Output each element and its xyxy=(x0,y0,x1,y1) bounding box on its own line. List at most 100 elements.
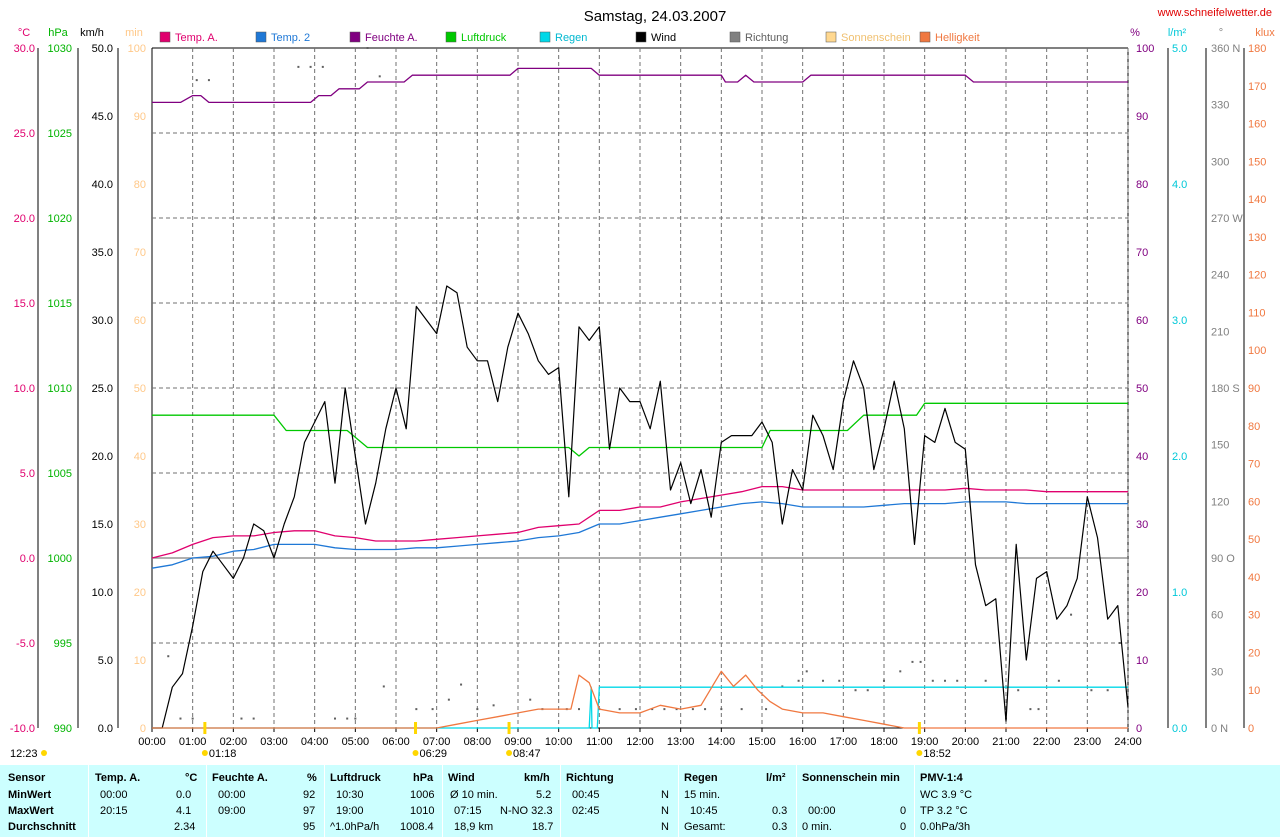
legend-swatch xyxy=(349,31,361,43)
wind-axis-tick-label: 35.0 xyxy=(92,247,113,259)
wind-header: Wind xyxy=(448,772,475,784)
x-tick-label: 04:00 xyxy=(301,736,329,748)
wind-max-time: 07:15 xyxy=(454,805,482,817)
direction-axis-tick-label: 240 xyxy=(1211,270,1229,282)
pressure-unit: hPa xyxy=(48,27,68,39)
sun-icon xyxy=(41,750,47,756)
x-tick-label: 23:00 xyxy=(1074,736,1102,748)
direction-point xyxy=(651,708,654,711)
wind-axis-tick-label: 40.0 xyxy=(92,179,113,191)
row-label-avg: Durchschnitt xyxy=(8,821,76,833)
x-tick-label: 13:00 xyxy=(667,736,695,748)
legend-swatch xyxy=(539,31,551,43)
direction-point xyxy=(1017,689,1020,692)
direction-axis-tick-label: 150 xyxy=(1211,440,1229,452)
temp-axis-tick-label: 0.0 xyxy=(20,553,35,565)
direction-point xyxy=(240,717,243,720)
stats-divider xyxy=(442,765,443,837)
legend-label: Temp. 2 xyxy=(271,32,310,44)
direction-point xyxy=(866,689,869,692)
legend-label: Feuchte A. xyxy=(365,32,418,44)
temp-min-time: 00:00 xyxy=(100,789,128,801)
direction-point xyxy=(765,708,768,711)
direction-point xyxy=(618,708,621,711)
pmv-pressure-trend: 0.0hPa/3h xyxy=(920,821,971,833)
temp-axis-tick-label: 20.0 xyxy=(14,213,35,225)
direction-axis-tick-label: 0 N xyxy=(1211,723,1228,735)
direction-axis-tick-label: 60 xyxy=(1211,610,1223,622)
humidity-axis-tick-label: 50 xyxy=(1136,383,1148,395)
humidity-avg-value: 95 xyxy=(303,821,316,833)
direction-point xyxy=(740,708,743,711)
direction-point xyxy=(529,698,532,701)
direction-point xyxy=(195,79,198,82)
light-axis-tick-label: 60 xyxy=(1248,496,1260,508)
stats-divider xyxy=(678,765,679,837)
legend-swatch xyxy=(445,31,457,43)
weather-chart: Samstag, 24.03.2007 www.schneifelwetter.… xyxy=(10,7,1275,760)
minutes-unit: min xyxy=(125,27,143,39)
light-axis-tick-label: 30 xyxy=(1248,610,1260,622)
direction-axis-tick-label: 270 W xyxy=(1211,213,1243,225)
temp-unit-label: °C xyxy=(185,772,198,784)
rain-axis-tick-label: 4.0 xyxy=(1172,179,1187,191)
x-tick-label: 05:00 xyxy=(342,736,370,748)
light-axis-tick-label: 20 xyxy=(1248,647,1260,659)
stats-divider xyxy=(206,765,207,837)
legend-label: Helligkeit xyxy=(935,32,980,44)
direction-point xyxy=(492,704,495,707)
rain-max-value: 0.3 xyxy=(772,805,788,817)
legend-swatch xyxy=(919,31,931,43)
direction-avg-value: N xyxy=(661,821,669,833)
temp-axis-tick-label: 10.0 xyxy=(14,383,35,395)
legend-label: Sonnenschein xyxy=(841,32,911,44)
humidity-axis-tick-label: 40 xyxy=(1136,451,1148,463)
rain-axis-tick-label: 2.0 xyxy=(1172,451,1187,463)
light-axis-tick-label: 180 xyxy=(1248,43,1266,55)
direction-point xyxy=(578,708,580,711)
direction-point xyxy=(334,717,336,720)
light-axis-tick-label: 170 xyxy=(1248,81,1266,93)
sensor-header: Sensor xyxy=(8,772,46,784)
humidity-min-value: 92 xyxy=(303,789,316,801)
minutes-axis-tick-label: 50 xyxy=(134,383,146,395)
direction-unit: ° xyxy=(1219,27,1223,39)
sun-icon xyxy=(916,750,923,756)
wind-distance: 18,9 km xyxy=(454,821,494,833)
light-axis-tick-label: 80 xyxy=(1248,421,1260,433)
x-tick-label: 16:00 xyxy=(789,736,817,748)
light-axis-tick-label: 130 xyxy=(1248,232,1266,244)
direction-point xyxy=(167,655,170,658)
direction-point xyxy=(956,679,959,682)
chart-title: Samstag, 24.03.2007 xyxy=(584,8,727,25)
x-tick-label: 10:00 xyxy=(545,736,573,748)
direction-axis-tick-label: 360 N xyxy=(1211,43,1240,55)
pressure-axis-tick-label: 1020 xyxy=(48,213,72,225)
humidity-axis-tick-label: 0 xyxy=(1136,723,1142,735)
temp-avg-value: 2.34 xyxy=(174,821,196,833)
legend-label: Regen xyxy=(555,32,587,44)
humidity-max-time: 09:00 xyxy=(218,805,246,817)
direction-point xyxy=(1037,708,1040,711)
wind-axis-tick-label: 25.0 xyxy=(92,383,113,395)
direction-point xyxy=(366,47,369,49)
row-label-min: MinWert xyxy=(8,789,52,801)
x-tick-label: 12:00 xyxy=(626,736,654,748)
x-tick-label: 17:00 xyxy=(830,736,858,748)
series-temp-2 xyxy=(151,501,1128,569)
direction-point xyxy=(191,717,194,720)
site-link[interactable]: www.schneifelwetter.de xyxy=(1157,7,1272,19)
direction-point xyxy=(321,65,324,68)
rain-axis-tick-label: 0.0 xyxy=(1172,723,1187,735)
temp-axis-tick-label: 15.0 xyxy=(14,298,35,310)
humidity-axis-tick-label: 90 xyxy=(1136,111,1148,123)
legend: Temp. A. Temp. 2 Feuchte A. Luftdruck Regen W… xyxy=(159,31,980,44)
corner-time-label: 12:23 xyxy=(10,748,38,760)
direction-min-value: N xyxy=(661,789,669,801)
direction-point xyxy=(663,708,666,711)
wind-avg-value: 18.7 xyxy=(532,821,554,833)
pressure-axis-tick-label: 995 xyxy=(54,638,72,650)
direction-point xyxy=(919,660,922,663)
temp-max-value: 4.1 xyxy=(176,805,192,817)
temp-axis-tick-label: 25.0 xyxy=(14,128,35,140)
